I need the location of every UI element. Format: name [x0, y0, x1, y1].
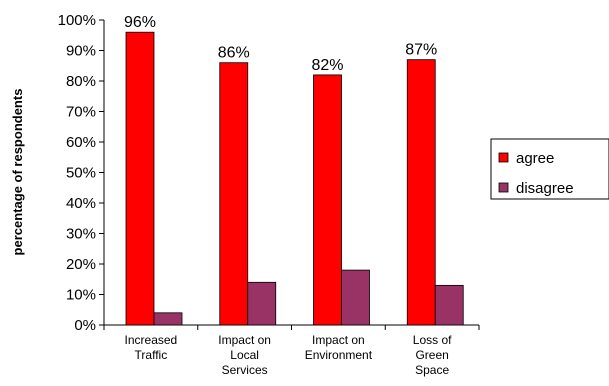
data-label: 82%	[311, 57, 343, 74]
x-axis: Increased Traffic Impact on Local Services Im…	[103, 324, 480, 377]
legend-label-agree: agree	[516, 150, 554, 167]
y-tick-label: 40%	[66, 195, 96, 212]
bar-disagree	[247, 281, 277, 326]
bars	[125, 31, 464, 326]
bar-disagree	[341, 269, 370, 326]
y-tick-label: 20%	[66, 256, 96, 273]
y-tick-label: 30%	[66, 226, 96, 243]
legend-label-disagree: disagree	[516, 180, 574, 197]
legend: agree disagree	[490, 138, 609, 200]
data-label: 96%	[124, 14, 156, 31]
y-tick-label: 90%	[66, 43, 96, 60]
bar-agree	[406, 59, 436, 326]
bar-agree	[313, 74, 342, 326]
x-category-label: Increased Traffic	[125, 333, 178, 362]
y-tick-label: 100%	[58, 12, 96, 29]
data-label: 87%	[405, 42, 437, 59]
data-label: 86%	[218, 45, 250, 62]
x-category-label: Loss of Green Space	[413, 333, 452, 377]
data-labels: 96% 86% 82% 87%	[124, 14, 437, 74]
legend-swatch-agree	[498, 152, 509, 163]
x-category-label: Impact on Environment	[305, 333, 373, 362]
y-tick-label: 10%	[66, 287, 96, 304]
y-tick-label: 0%	[74, 317, 96, 334]
legend-swatch-disagree	[498, 182, 509, 193]
y-tick-label: 50%	[66, 165, 96, 182]
x-category-label: Impact on Local Services	[218, 333, 271, 377]
y-tick-label: 80%	[66, 73, 96, 90]
y-tick-label: 60%	[66, 134, 96, 151]
y-axis-title: percentage of respondents	[10, 89, 25, 256]
bar-disagree	[434, 284, 464, 326]
y-axis: 0% 10% 20% 30% 40% 50% 60% 70% 80% 90% 100%	[58, 12, 105, 334]
bar-agree	[219, 62, 249, 326]
bar-disagree	[153, 312, 183, 326]
y-tick-label: 70%	[66, 104, 96, 121]
bar-agree	[125, 31, 155, 326]
